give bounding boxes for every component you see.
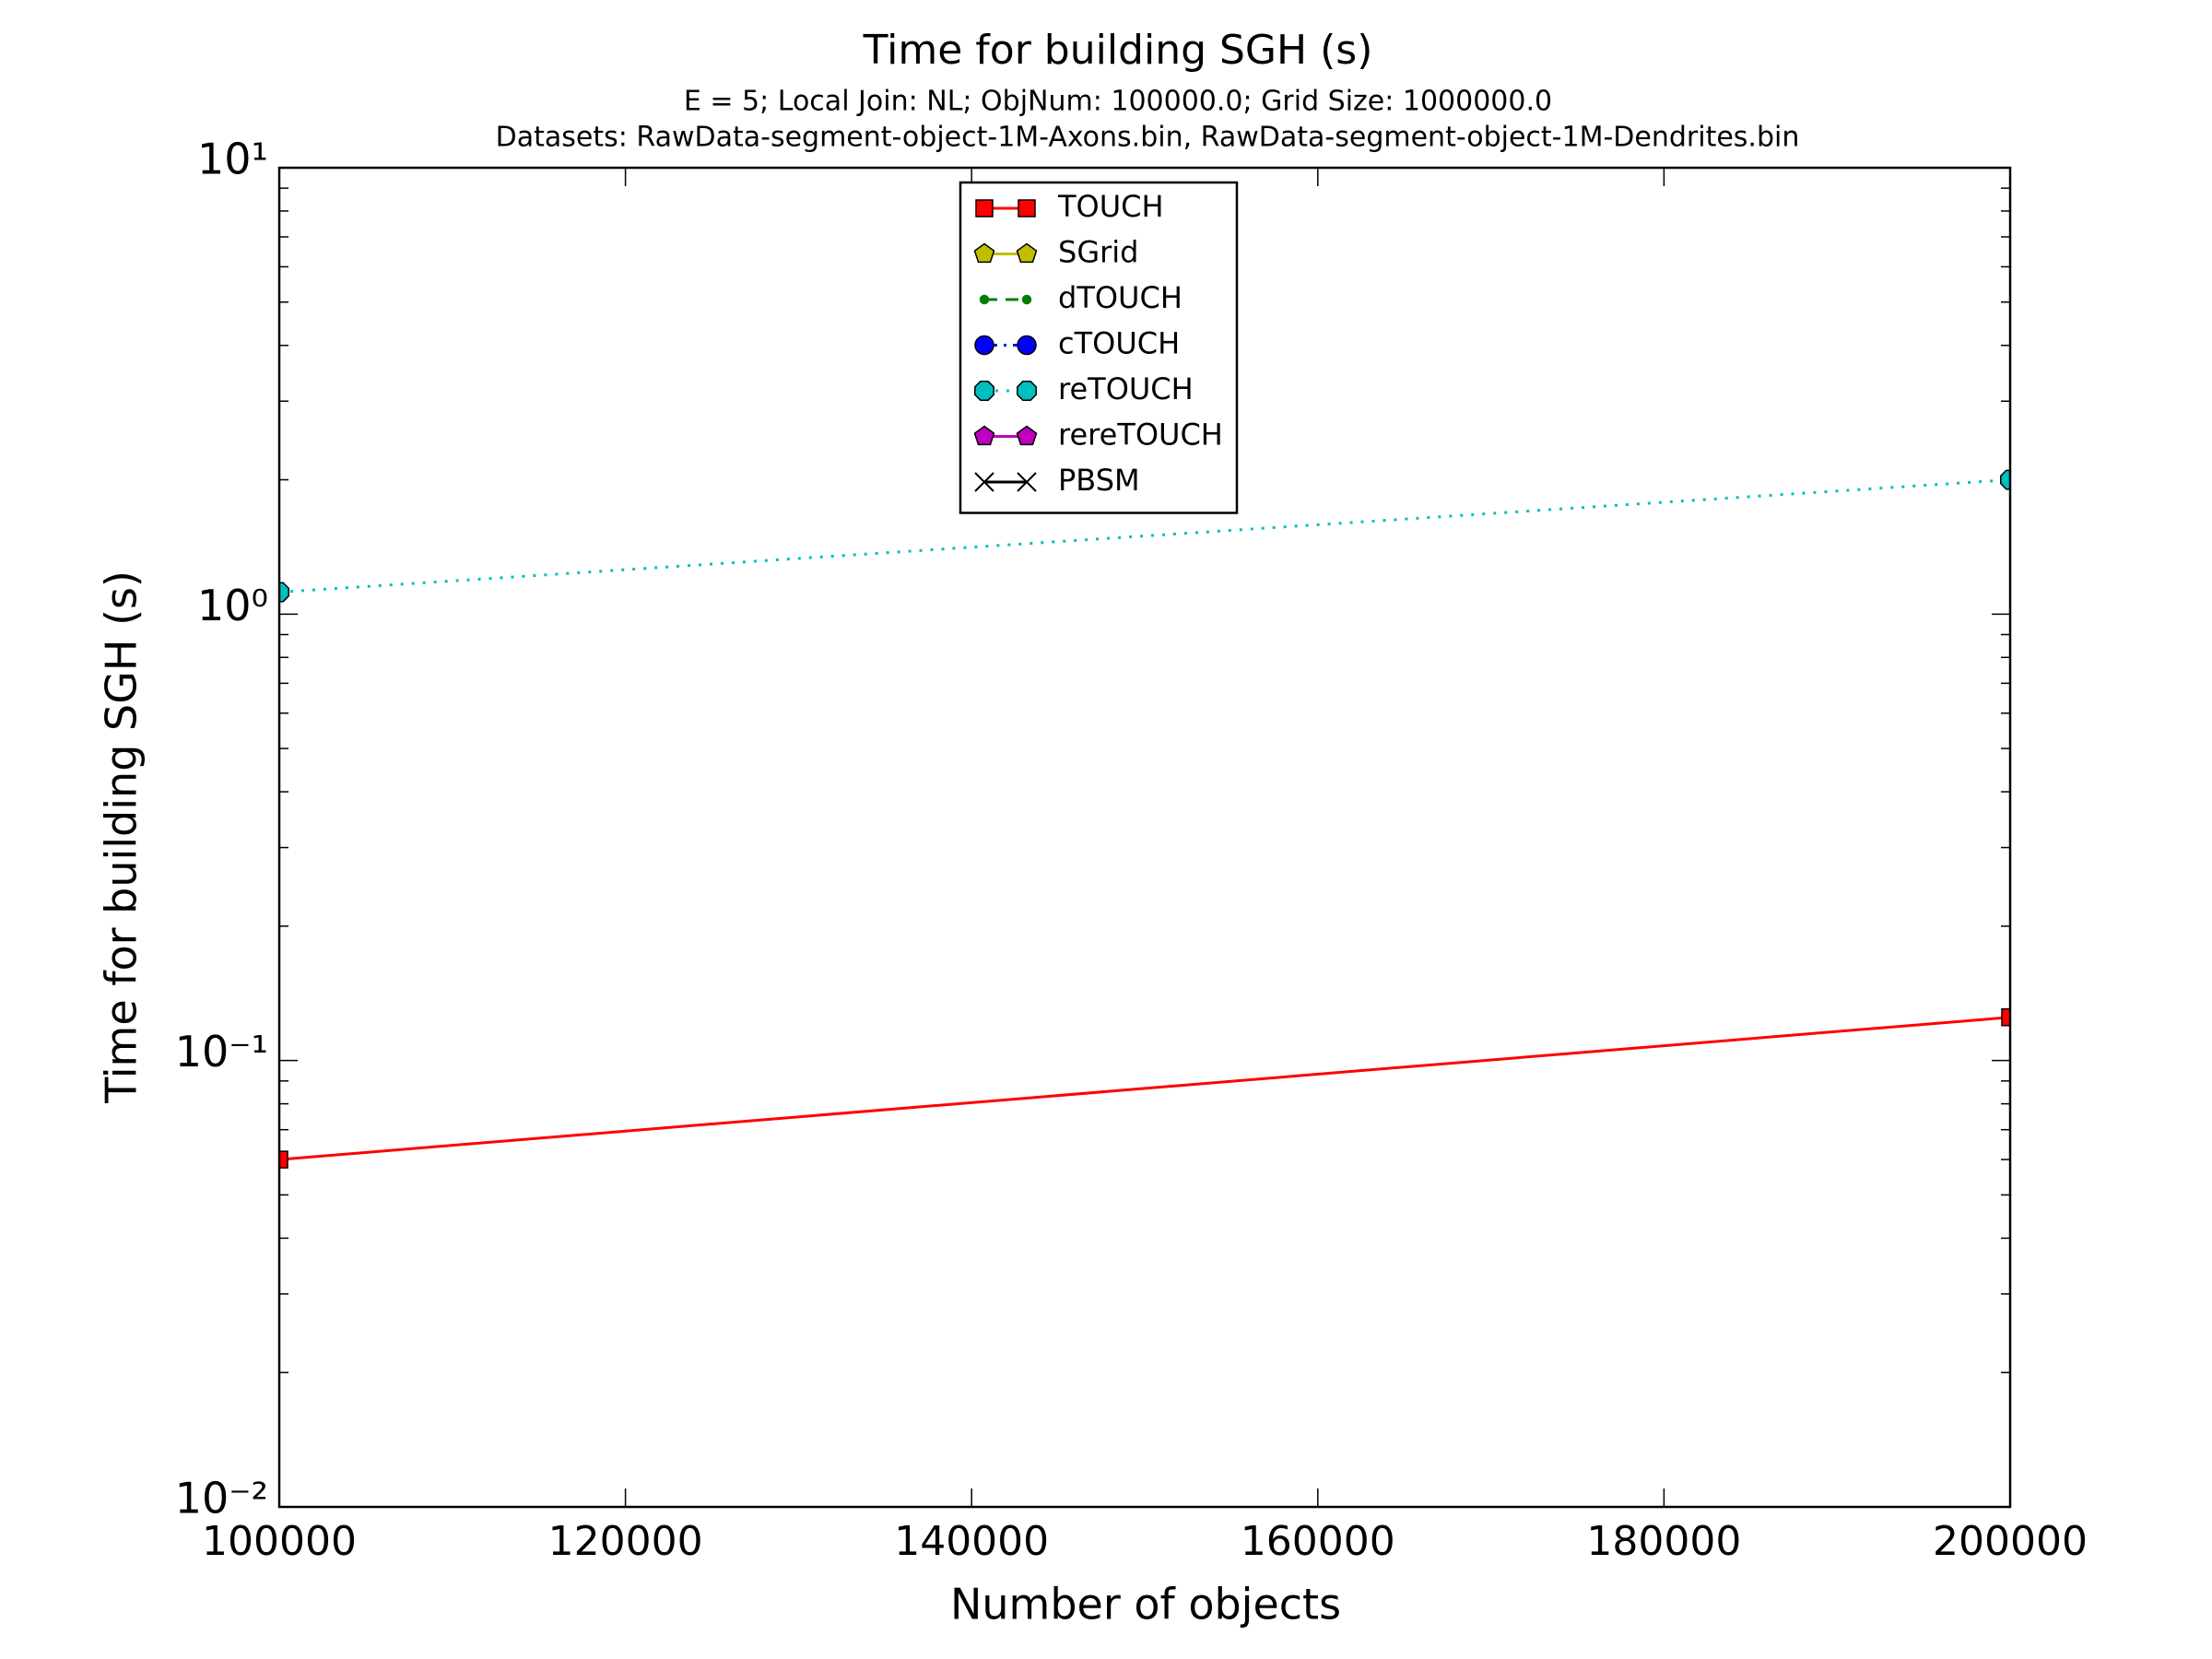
marker	[1021, 294, 1032, 305]
legend-label: SGrid	[1058, 235, 1138, 270]
marker	[974, 381, 994, 401]
legend-label: TOUCH	[1057, 189, 1164, 224]
marker	[973, 425, 995, 446]
marker	[1017, 381, 1037, 401]
y-tick-label: 10⁰	[197, 581, 268, 630]
marker	[1017, 472, 1037, 492]
marker	[973, 242, 995, 264]
chart-subtitle: Datasets: RawData-segment-object-1M-Axon…	[496, 122, 1800, 154]
marker	[975, 199, 994, 218]
marker	[279, 582, 289, 603]
legend-label: rereTOUCH	[1058, 418, 1223, 453]
x-tick-label: 200000	[1933, 1518, 2088, 1565]
chart-subtitle: E = 5; Local Join: NL; ObjNum: 100000.0;…	[684, 86, 1552, 118]
x-tick-label: 180000	[1586, 1518, 1741, 1565]
y-tick-label: 10¹	[197, 135, 268, 184]
plot-area	[279, 469, 2010, 1169]
marker	[974, 472, 994, 492]
legend-label: reTOUCH	[1058, 371, 1194, 406]
x-tick-label: 160000	[1241, 1518, 1395, 1565]
marker	[1016, 242, 1038, 264]
legend-box	[959, 181, 1239, 514]
x-tick-label: 100000	[202, 1518, 357, 1565]
marker	[279, 1150, 288, 1169]
legend-label: cTOUCH	[1058, 326, 1180, 361]
marker	[1017, 335, 1037, 356]
y-tick-label: 10⁻²	[175, 1474, 268, 1524]
x-axis-label: Number of objects	[950, 1580, 1341, 1630]
plot-frame	[277, 166, 2012, 1509]
x-tick-label: 140000	[894, 1518, 1049, 1565]
marker	[1018, 199, 1036, 218]
marker	[2000, 469, 2010, 490]
series-line	[279, 1016, 2010, 1161]
y-axis-label: Time for building SGH (s)	[97, 571, 147, 1104]
chart-title: Time for building SGH (s)	[863, 27, 1373, 74]
marker	[2001, 1007, 2010, 1027]
series-line	[279, 478, 2010, 594]
marker	[1016, 425, 1038, 446]
marker	[974, 335, 994, 356]
y-tick-label: 10⁻¹	[175, 1027, 268, 1077]
legend-label: PBSM	[1058, 463, 1140, 498]
marker	[979, 294, 990, 305]
x-tick-label: 120000	[548, 1518, 703, 1565]
legend-label: dTOUCH	[1058, 280, 1182, 315]
